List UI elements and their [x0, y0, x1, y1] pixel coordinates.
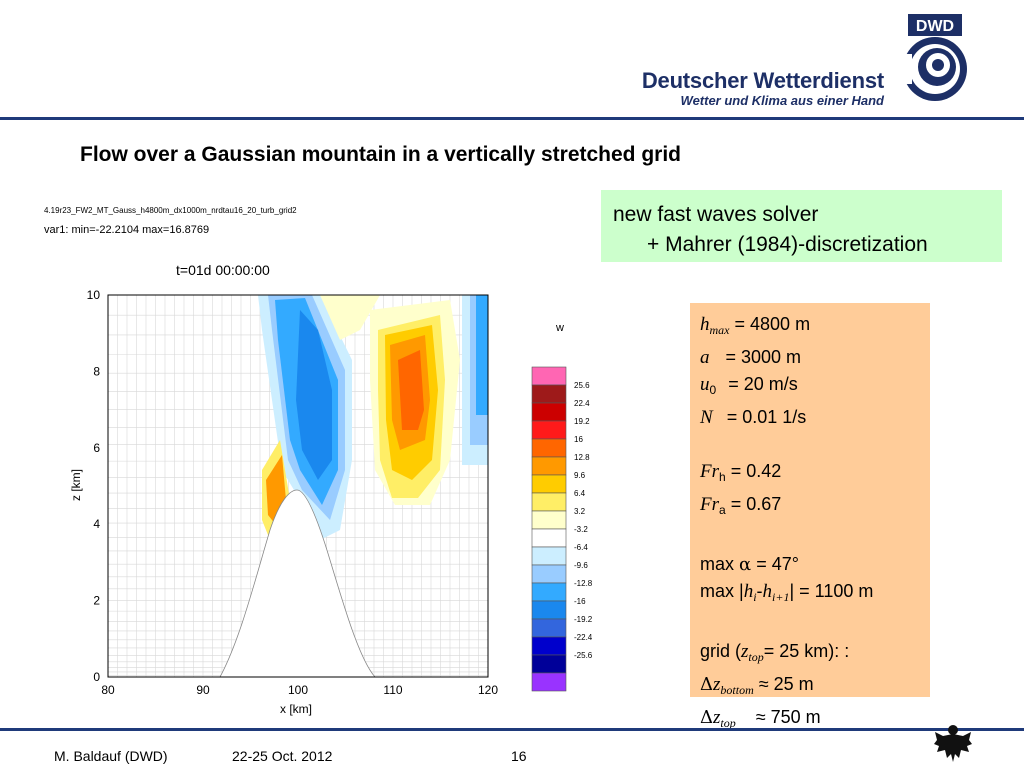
colorbar-swatch — [531, 438, 567, 458]
param-hmax: hmax = 4800 m — [700, 314, 811, 337]
solver-line-1: new fast waves solver — [613, 203, 819, 226]
colorbar-swatch — [531, 618, 567, 638]
wave-field — [108, 295, 488, 677]
header-rule — [0, 117, 1024, 120]
colorbar-label: -9.6 — [574, 561, 588, 570]
param-frh: Frh = 0.42 — [700, 461, 782, 484]
y-axis-ticks: 0 2 4 6 8 10 — [87, 288, 101, 684]
colorbar-swatch — [531, 492, 567, 512]
param-n: N = 0.01 1/s — [700, 407, 807, 428]
brand-slogan: Wetter und Klima aus einer Hand — [680, 93, 884, 108]
param-u0: u0 = 20 m/s — [700, 374, 798, 397]
param-a: a = 3000 m — [700, 347, 802, 368]
y-axis-label: z [km] — [69, 469, 83, 501]
colorbar-label: -19.2 — [574, 615, 593, 624]
solver-line-2: + Mahrer (1984)-discretization — [647, 233, 928, 256]
colorbar-swatch — [531, 672, 567, 692]
param-max-dh: max |hi-hi+1| = 1100 m — [700, 581, 874, 604]
plot-frame — [107, 294, 489, 678]
federal-eagle-icon — [934, 725, 972, 762]
param-dz-top: Δztop ≈ 750 m — [700, 707, 821, 730]
colorbar-label: -6.4 — [574, 543, 588, 552]
colorbar-swatch — [531, 600, 567, 620]
logo-text: DWD — [916, 18, 954, 35]
x-axis-ticks: 80 90 100 110 120 — [101, 683, 498, 697]
footer-rule — [0, 728, 1024, 731]
colorbar-swatch — [531, 420, 567, 440]
colorbar-label: -12.8 — [574, 579, 593, 588]
colorbar-label: 25.6 — [574, 381, 590, 390]
colorbar-label: 9.6 — [574, 471, 586, 480]
y-tick-label: 6 — [93, 441, 100, 455]
colorbar-swatch — [531, 528, 567, 548]
y-tick-label: 8 — [93, 364, 100, 378]
param-dz-bottom: Δzbottom ≈ 25 m — [700, 674, 814, 697]
colorbar-label: 16 — [574, 435, 583, 444]
colorbar-swatch — [531, 456, 567, 476]
colorbar-swatch — [531, 510, 567, 530]
colorbar-label: 6.4 — [574, 489, 586, 498]
colorbar-label: -25.6 — [574, 651, 593, 660]
y-tick-label: 0 — [93, 670, 100, 684]
x-tick-label: 120 — [478, 683, 498, 697]
colorbar-swatch — [531, 366, 567, 386]
plot-run-title: 4.19r23_FW2_MT_Gauss_h4800m_dx1000m_nrdt… — [44, 206, 297, 215]
x-tick-label: 110 — [383, 683, 402, 697]
x-axis-label: x [km] — [280, 702, 312, 716]
colorbar-swatch — [531, 474, 567, 494]
x-tick-label: 100 — [288, 683, 308, 697]
colorbar: 25.6 22.4 19.2 16 12.8 9.6 6.4 3.2 -3.2 -6.4 -9.6 -… — [531, 366, 593, 692]
colorbar-swatch — [531, 546, 567, 566]
page-number: 16 — [511, 748, 527, 764]
plot-time-label: t=01d 00:00:00 — [176, 262, 270, 278]
colorbar-swatch — [531, 636, 567, 656]
colorbar-swatch — [531, 402, 567, 422]
param-max-alpha: max α = 47° — [700, 554, 799, 575]
colorbar-swatch — [531, 384, 567, 404]
colorbar-label: 19.2 — [574, 417, 590, 426]
colorbar-label: 12.8 — [574, 453, 590, 462]
parameters-box: hmax = 4800 m a = 3000 m u0 = 20 m/s N = 0.… — [690, 303, 930, 730]
solver-note-box: new fast waves solver + Mahrer (1984)-di… — [601, 190, 1002, 262]
x-tick-label: 90 — [196, 683, 210, 697]
y-tick-label: 2 — [93, 594, 100, 608]
colorbar-swatch — [531, 564, 567, 584]
slide-title: Flow over a Gaussian mountain in a verti… — [80, 143, 682, 166]
colorbar-label: 22.4 — [574, 399, 590, 408]
colorbar-label: -3.2 — [574, 525, 588, 534]
footer-author: M. Baldauf (DWD) — [54, 748, 168, 764]
colorbar-swatch — [531, 582, 567, 602]
colorbar-label: 3.2 — [574, 507, 586, 516]
y-tick-label: 4 — [93, 517, 100, 531]
footer-date: 22-25 Oct. 2012 — [232, 748, 333, 764]
colorbar-swatch — [531, 654, 567, 674]
plot-var-info: var1: min=-22.2104 max=16.8769 — [44, 224, 210, 236]
brand-name: Deutscher Wetterdienst — [641, 68, 884, 93]
colorbar-title: w — [556, 322, 564, 334]
colorbar-label: -16 — [574, 597, 586, 606]
param-fra: Fra = 0.67 — [700, 494, 782, 517]
dwd-logo: DWD — [902, 14, 967, 101]
colorbar-label: -22.4 — [574, 633, 593, 642]
x-tick-label: 80 — [101, 683, 115, 697]
y-tick-label: 10 — [87, 288, 101, 302]
param-grid: grid (ztop= 25 km): : — [700, 641, 850, 664]
